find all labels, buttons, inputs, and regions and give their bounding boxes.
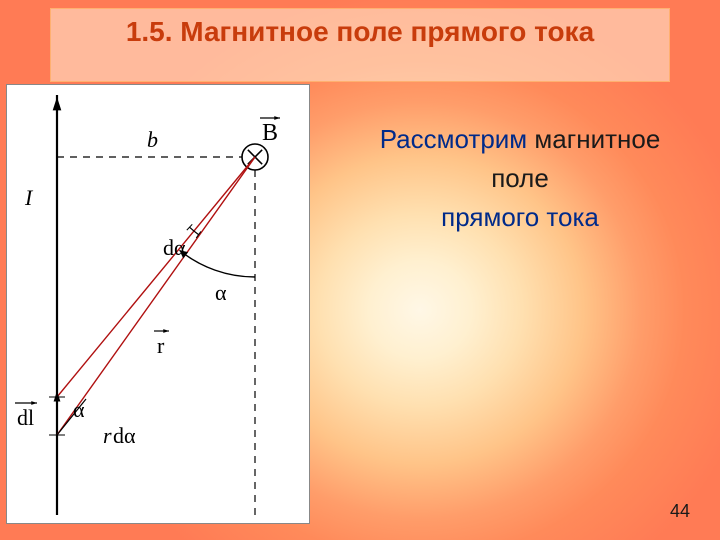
svg-text:r: r [103, 423, 112, 448]
svg-text:dα: dα [113, 423, 136, 448]
physics-diagram: IbBdlαrdαrαdα [6, 84, 310, 524]
body-line1: Рассмотрим [380, 124, 527, 154]
svg-text:I: I [24, 185, 34, 210]
svg-text:r: r [157, 333, 165, 358]
svg-text:b: b [147, 127, 158, 152]
svg-text:B: B [262, 120, 278, 146]
svg-text:α: α [215, 280, 227, 305]
svg-text:α: α [73, 397, 85, 422]
svg-text:d: d [17, 405, 28, 430]
page-number: 44 [670, 501, 690, 522]
slide-title: 1.5. Магнитное поле прямого тока [51, 15, 669, 49]
svg-text:dα: dα [163, 235, 186, 260]
body-line3: прямого тока [441, 202, 599, 232]
title-box: 1.5. Магнитное поле прямого тока [50, 8, 670, 82]
svg-text:l: l [28, 405, 34, 430]
body-text: Рассмотрим магнитное поле прямого тока [360, 120, 680, 237]
